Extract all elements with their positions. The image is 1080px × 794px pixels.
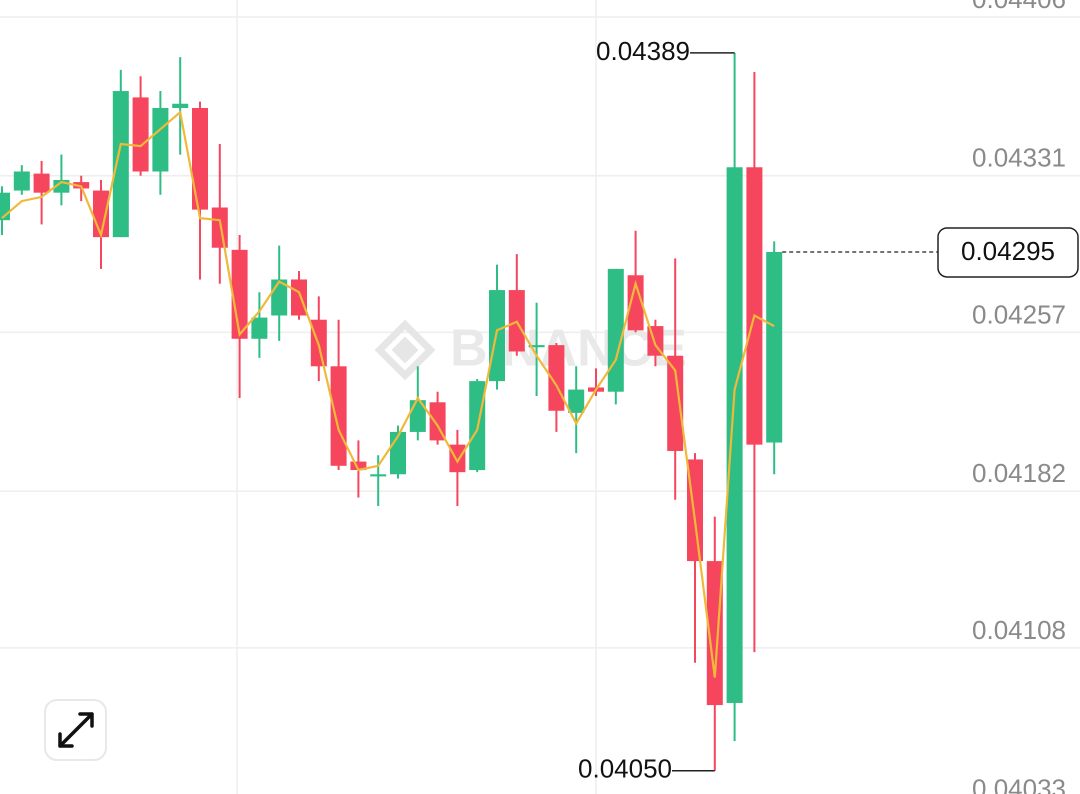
low-label: 0.04050	[578, 754, 672, 784]
high-label: 0.04389	[596, 36, 690, 66]
last-price-box	[937, 227, 1079, 278]
candle-body	[251, 317, 268, 339]
candle-body	[211, 207, 228, 248]
candle-body	[607, 268, 624, 392]
candle-body	[390, 431, 406, 475]
candle-body	[627, 275, 644, 331]
candle-body	[667, 355, 684, 451]
candle-body	[13, 171, 30, 191]
candle-body	[766, 251, 783, 443]
candle-body	[132, 97, 149, 172]
candle-body	[231, 249, 248, 339]
candle-body	[112, 91, 129, 238]
candle-body	[291, 279, 307, 316]
last-price-label: 0.04295	[961, 236, 1055, 266]
candle-body	[528, 345, 545, 348]
candle-body	[192, 107, 208, 210]
y-tick-label: 0.04182	[972, 458, 1066, 488]
expand-button[interactable]	[44, 699, 107, 761]
grid	[0, 16, 1080, 649]
candle-body	[568, 389, 585, 413]
candle-body	[152, 107, 169, 172]
y-tick-label: 0.04108	[972, 615, 1066, 645]
candle-body	[726, 167, 743, 703]
y-tick-label: 0.04033	[972, 774, 1066, 794]
candle-body	[330, 366, 347, 466]
candle-body	[172, 103, 189, 108]
candle-body	[449, 444, 466, 473]
moving-average-line	[1, 110, 775, 678]
candle-body	[33, 173, 50, 193]
candle-body	[706, 561, 723, 706]
y-tick-label: 0.04406	[972, 0, 1066, 14]
candle-body	[350, 461, 367, 471]
candle-body	[746, 167, 763, 445]
candle-body	[0, 192, 10, 221]
candle-body	[370, 474, 387, 477]
y-tick-label: 0.04331	[972, 143, 1066, 173]
y-tick-label: 0.04257	[972, 299, 1066, 329]
